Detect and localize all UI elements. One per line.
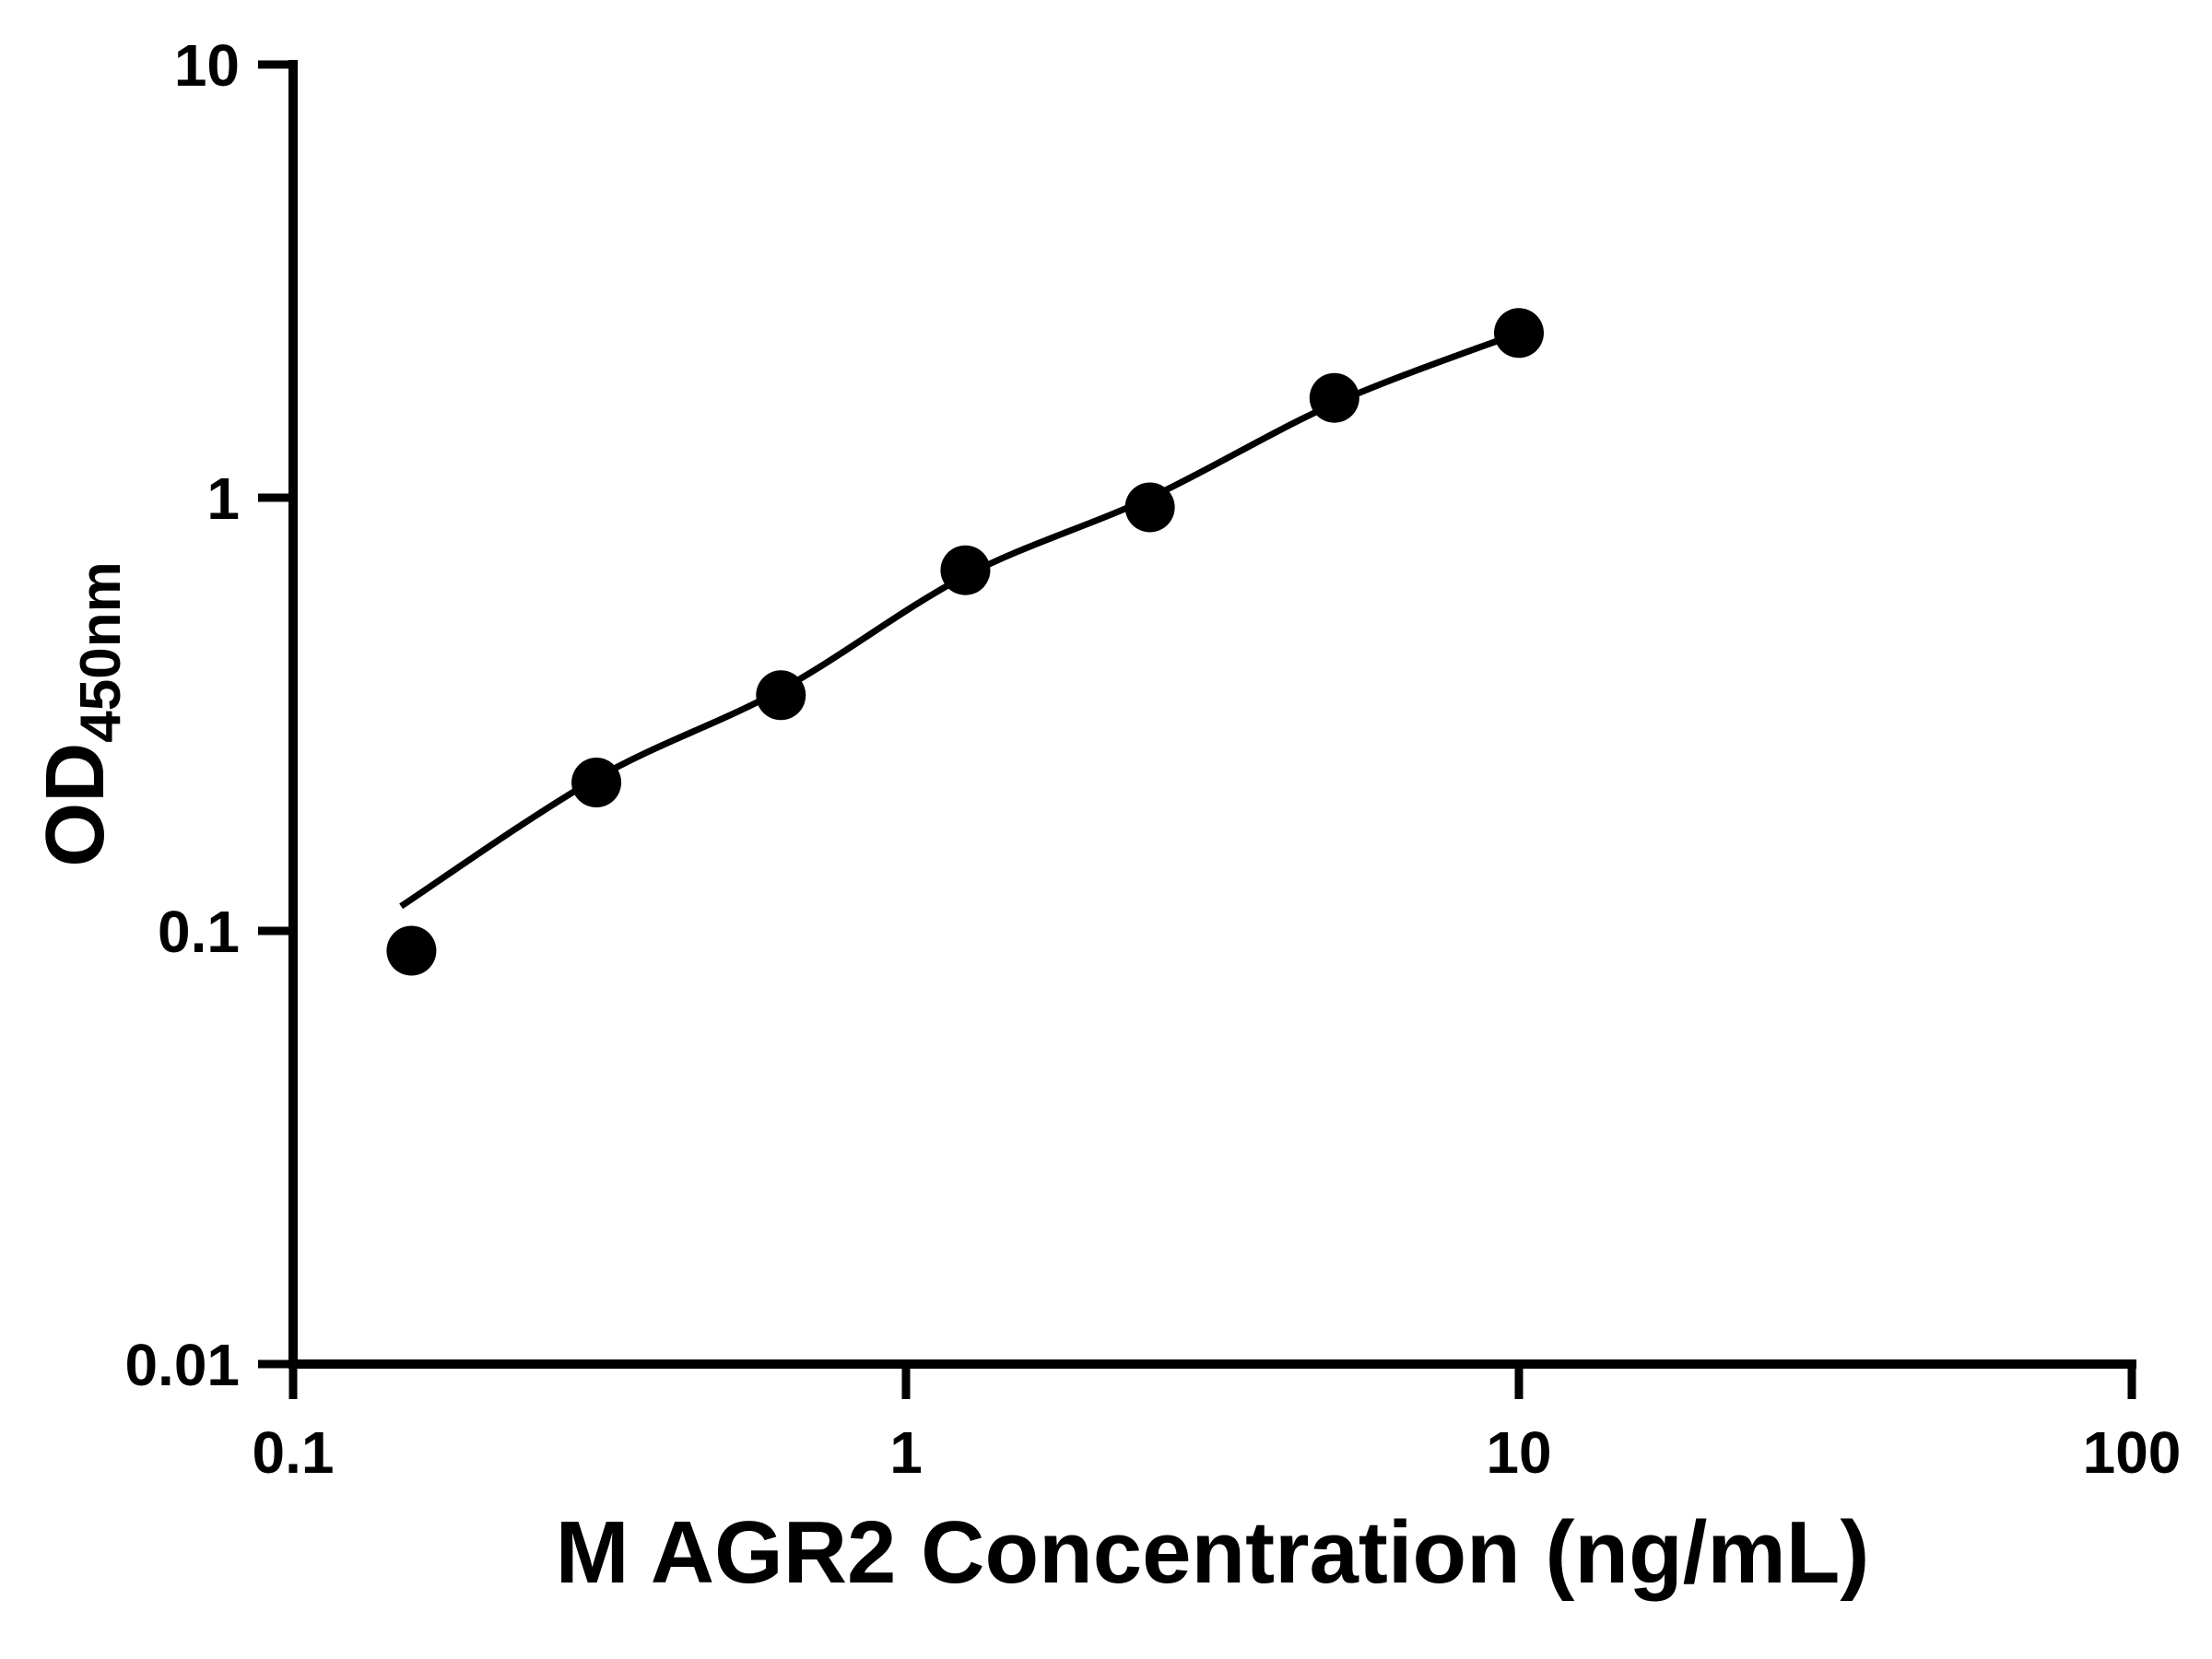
axes: [288, 60, 2136, 1369]
y-tick-label: 10: [174, 32, 240, 99]
y-axis-title: OD450nm: [29, 561, 134, 866]
axis-ticks: [258, 60, 2136, 1399]
data-point-marker: [1124, 482, 1175, 533]
y-tick-label: 0.1: [158, 899, 240, 965]
x-tick-label: 1: [889, 1419, 923, 1486]
fit-curve-path: [399, 330, 1521, 910]
y-axis-title-main: OD: [29, 742, 122, 867]
y-axis-title-subscript: 450nm: [69, 561, 133, 743]
x-tick-label: 100: [2083, 1419, 2182, 1486]
data-point-marker: [571, 758, 622, 808]
x-tick-label: 0.1: [253, 1419, 335, 1486]
data-points: [386, 308, 1544, 976]
x-tick-label: 10: [1486, 1419, 1551, 1486]
fit-curve: [399, 330, 1521, 910]
axis-spine: [288, 60, 2136, 1369]
data-point-marker: [386, 925, 437, 976]
x-axis-title: M AGR2 Concentration (ng/mL): [555, 1503, 1870, 1602]
data-point-marker: [1309, 372, 1359, 423]
y-tick-label: 1: [206, 465, 240, 532]
y-tick-label: 0.01: [124, 1332, 240, 1398]
data-point-marker: [1494, 308, 1544, 359]
data-point-marker: [756, 670, 806, 721]
data-point-marker: [940, 545, 991, 595]
